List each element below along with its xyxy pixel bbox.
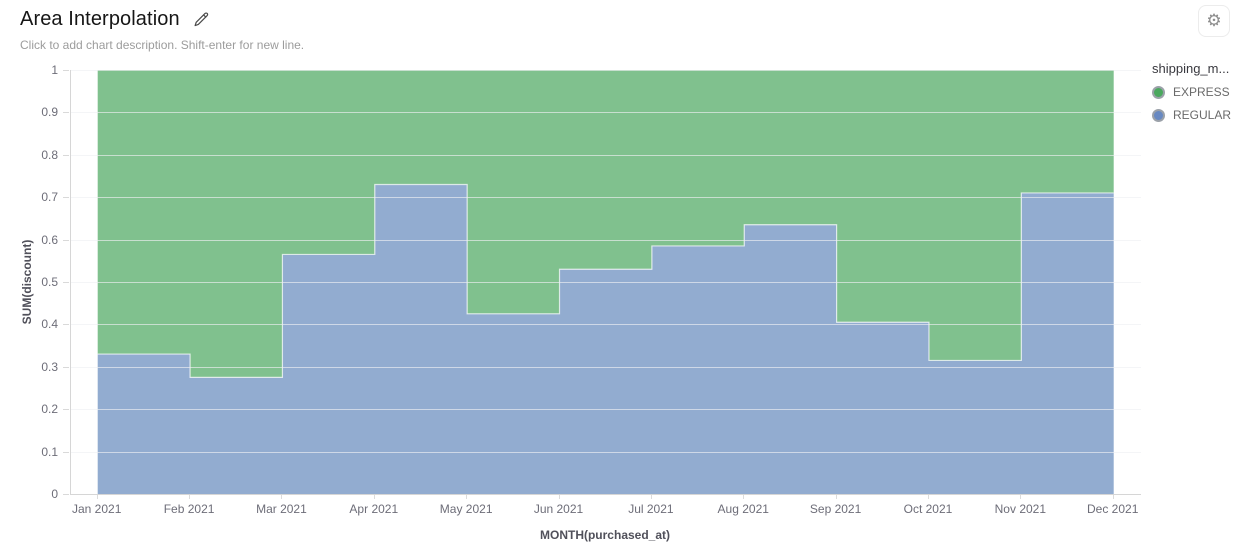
legend-dot-icon [1152,108,1165,122]
x-tick-label: Nov 2021 [994,502,1047,516]
series-boundary-line [97,183,1114,378]
x-tick-mark [466,495,468,499]
y-tick-mark [63,70,69,71]
chart-settings-button[interactable]: ⚙ [1198,5,1230,37]
gridline [71,409,1141,411]
stacked-area-chart [97,70,1114,494]
x-axis-title: MONTH(purchased_at) [539,528,671,542]
legend-dot-icon [1152,85,1165,99]
y-tick-mark [63,239,69,241]
legend-item-regular[interactable]: REGULAR [1152,108,1238,122]
gridline [71,324,1141,326]
legend: shipping_m... EXPRESS REGULAR [1152,61,1238,131]
gridline [71,451,1141,453]
area-series-regular[interactable] [97,184,1114,494]
y-tick-mark [63,409,69,411]
y-tick-label: 0.7 [41,190,58,205]
legend-item-label: REGULAR [1173,108,1232,122]
y-tick-label: 0.9 [41,105,58,120]
x-tick-label: Mar 2021 [256,502,307,516]
gear-icon: ⚙ [1206,10,1222,31]
edit-title-button[interactable] [192,10,212,30]
x-tick-label: May 2021 [439,502,493,516]
y-tick-label: 0.1 [41,444,58,459]
x-tick-label: Jan 2021 [71,502,122,516]
x-tick-mark [743,495,745,499]
x-tick-mark [96,495,98,499]
chart-description-placeholder[interactable]: Click to add chart description. Shift-en… [20,38,305,52]
x-tick-mark [1020,495,1022,499]
gridline [71,197,1141,199]
x-tick-mark [835,495,837,499]
x-tick-label: Apr 2021 [349,502,399,516]
y-tick-mark [63,366,69,368]
x-tick-mark [558,495,560,499]
x-tick-label: Sep 2021 [809,502,862,516]
y-tick-label: 0.2 [41,402,58,417]
x-tick-mark [1112,495,1114,499]
pencil-icon [193,11,210,28]
y-tick-label: 1 [51,63,58,77]
x-tick-label: Feb 2021 [163,502,215,516]
x-tick-label: Jul 2021 [628,502,674,516]
gridline [71,70,1141,71]
x-tick-mark [373,495,375,499]
y-tick-label: 0.3 [41,359,58,374]
legend-item-express[interactable]: EXPRESS [1152,85,1238,99]
gridline [71,366,1141,368]
chart-title[interactable]: Area Interpolation [20,8,180,30]
x-tick-label: Jun 2021 [533,502,584,516]
chart-header: Area Interpolation [20,8,212,31]
y-tick-mark [63,154,69,156]
x-tick-label: Dec 2021 [1087,502,1139,516]
gridline [71,282,1141,283]
y-tick-mark [63,324,69,326]
y-tick-label: 0.8 [41,147,58,162]
y-tick-mark [63,494,69,495]
x-tick-mark [650,495,652,499]
y-tick-mark [63,451,69,453]
legend-item-label: EXPRESS [1173,85,1230,99]
y-tick-mark [63,197,69,199]
plot-area [70,70,1141,495]
y-tick-label: 0.6 [41,232,58,247]
y-tick-label: 0 [51,487,58,501]
x-tick-label: Aug 2021 [717,502,769,516]
area-series-express[interactable] [97,70,1114,378]
legend-title: shipping_m... [1152,61,1230,76]
x-tick-mark [281,495,283,499]
y-tick-label: 0.4 [41,317,58,332]
gridline [71,154,1141,156]
gridline [71,112,1141,114]
y-tick-label: 0.5 [41,275,58,289]
y-tick-mark [63,282,69,283]
x-tick-mark [927,495,929,499]
y-tick-mark [63,112,69,114]
x-tick-mark [189,495,191,499]
x-tick-label: Oct 2021 [903,502,953,516]
gridline [71,239,1141,241]
